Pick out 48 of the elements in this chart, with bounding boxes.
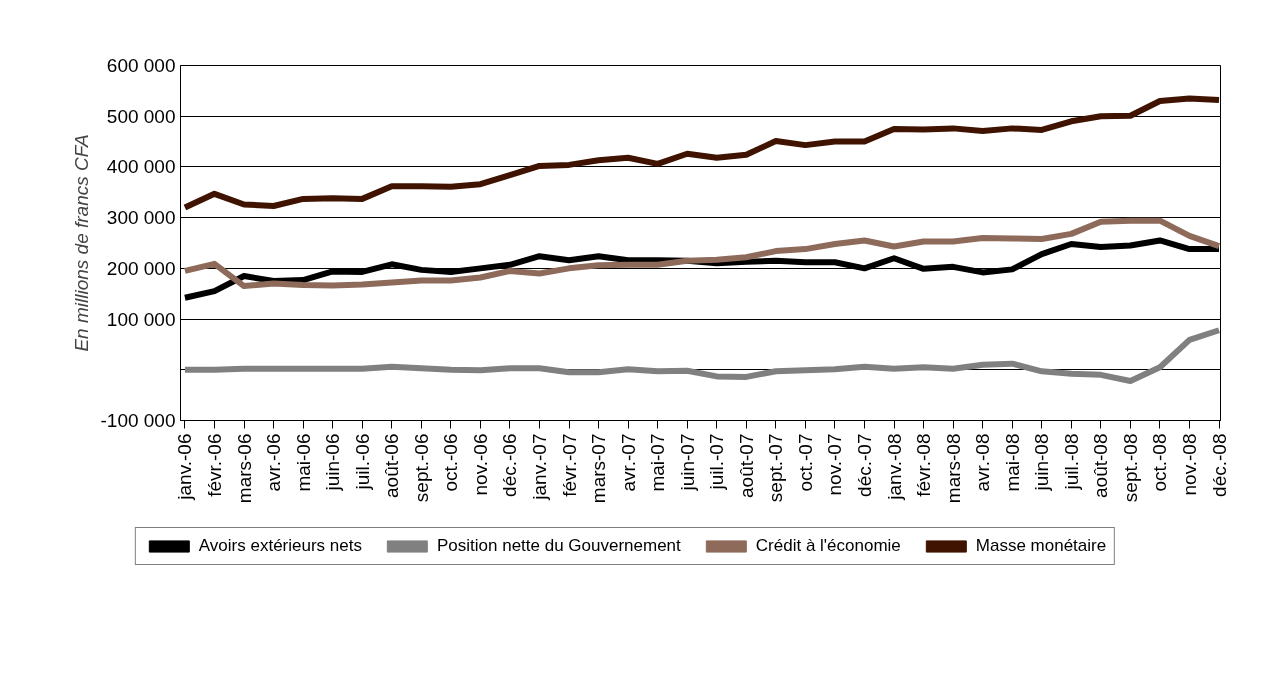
y-tick-label: 400 000 xyxy=(106,156,176,178)
x-tick-label: févr.-06 xyxy=(203,433,225,497)
x-tick-label: janv.-06 xyxy=(174,433,196,501)
y-tick-label: 600 000 xyxy=(106,55,176,76)
legend-label: Crédit à l'économie xyxy=(755,536,901,556)
y-tick-label: 100 000 xyxy=(106,308,176,330)
x-tick-label: févr.-08 xyxy=(913,433,935,497)
x-tick-label: sept.-07 xyxy=(765,433,787,503)
x-tick-label: déc.-06 xyxy=(499,433,521,497)
x-tick-label: sept.-06 xyxy=(410,433,432,503)
x-tick-label: déc.-07 xyxy=(853,433,875,497)
x-tick-label: août-08 xyxy=(1090,433,1112,498)
x-tick-label: nov.-06 xyxy=(469,433,491,496)
x-tick-label: avr.-07 xyxy=(617,433,639,492)
y-tick-label: 300 000 xyxy=(106,207,176,229)
x-tick-label: août-06 xyxy=(381,433,403,498)
x-tick-label: mai-08 xyxy=(1001,433,1023,492)
legend-label: Avoirs extérieurs nets xyxy=(198,536,362,556)
x-tick-label: mars-07 xyxy=(588,433,610,504)
x-tick-label: janv.-08 xyxy=(883,433,905,501)
y-tick-label: 200 000 xyxy=(106,257,176,279)
x-tick-label: mars-06 xyxy=(233,433,255,504)
x-tick-label: juil.-07 xyxy=(706,433,728,491)
x-tick-label: oct.-07 xyxy=(794,433,816,492)
x-tick-label: oct.-08 xyxy=(1149,433,1171,492)
x-tick-label: sept.-08 xyxy=(1119,433,1141,503)
x-tick-label: avr.-06 xyxy=(263,433,285,492)
legend-label: Position nette du Gouvernement xyxy=(436,536,681,556)
x-tick-label: mai-07 xyxy=(647,433,669,492)
x-tick-label: mai-06 xyxy=(292,433,314,492)
y-tick-label: 500 000 xyxy=(106,105,176,127)
legend-label: Masse monétaire xyxy=(975,536,1107,556)
y-axis-title: En millions de francs CFA xyxy=(71,134,93,352)
x-tick-label: févr.-07 xyxy=(558,433,580,497)
x-tick-label: juin-06 xyxy=(322,433,344,492)
x-tick-label: oct.-06 xyxy=(440,433,462,492)
x-tick-label: nov.-07 xyxy=(824,433,846,496)
x-tick-label: juin-07 xyxy=(676,433,698,492)
x-tick-label: juin-08 xyxy=(1031,433,1053,492)
x-tick-label: déc.-08 xyxy=(1208,433,1230,497)
x-tick-label: août-07 xyxy=(735,433,757,498)
x-tick-label: mars-08 xyxy=(942,433,964,504)
y-tick-label: -100 000 xyxy=(100,410,176,431)
x-tick-label: nov.-08 xyxy=(1178,433,1200,496)
x-tick-label: juil.-08 xyxy=(1060,433,1082,491)
x-tick-label: janv.-07 xyxy=(528,433,550,501)
x-tick-label: avr.-08 xyxy=(972,433,994,492)
x-tick-label: juil.-06 xyxy=(351,433,373,491)
